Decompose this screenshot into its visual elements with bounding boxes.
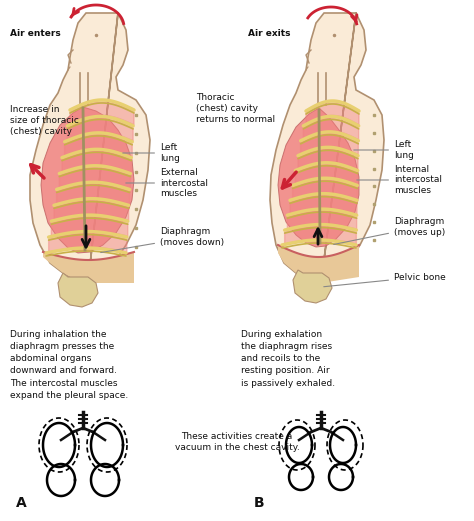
Polygon shape bbox=[292, 180, 357, 200]
Polygon shape bbox=[43, 252, 134, 283]
Text: A: A bbox=[16, 496, 27, 510]
Text: Left
lung: Left lung bbox=[123, 143, 180, 163]
Text: B: B bbox=[254, 496, 264, 510]
Text: Air exits: Air exits bbox=[248, 29, 291, 38]
Text: Diaphragm
(moves down): Diaphragm (moves down) bbox=[101, 227, 224, 253]
Polygon shape bbox=[298, 150, 358, 169]
Text: Thoracic
(chest) cavity
returns to normal: Thoracic (chest) cavity returns to norma… bbox=[196, 93, 275, 124]
Polygon shape bbox=[301, 134, 358, 155]
Polygon shape bbox=[285, 227, 356, 244]
Text: During exhalation
the diaphragm rises
and recoils to the
resting position. Air
i: During exhalation the diaphragm rises an… bbox=[241, 330, 335, 388]
Polygon shape bbox=[303, 118, 359, 140]
Polygon shape bbox=[49, 233, 127, 252]
Polygon shape bbox=[295, 165, 358, 184]
Polygon shape bbox=[64, 135, 132, 157]
Text: During inhalation the
diaphragm presses the
abdominal organs
downward and forwar: During inhalation the diaphragm presses … bbox=[10, 330, 128, 400]
Text: Left
lung: Left lung bbox=[354, 140, 414, 160]
Polygon shape bbox=[30, 13, 150, 283]
Text: Increase in
size of thoracic
(chest) cavity: Increase in size of thoracic (chest) cav… bbox=[10, 105, 79, 136]
Text: Air enters: Air enters bbox=[10, 29, 61, 38]
Polygon shape bbox=[67, 118, 133, 141]
Polygon shape bbox=[306, 103, 359, 125]
Polygon shape bbox=[278, 245, 359, 283]
Polygon shape bbox=[70, 102, 134, 125]
Polygon shape bbox=[51, 217, 128, 236]
Polygon shape bbox=[293, 270, 332, 303]
Text: These activities create a
vacuum in the chest cavity.: These activities create a vacuum in the … bbox=[174, 431, 300, 452]
Polygon shape bbox=[54, 201, 128, 220]
Text: Diaphragm
(moves up): Diaphragm (moves up) bbox=[334, 217, 445, 244]
Polygon shape bbox=[270, 13, 384, 283]
Text: Pelvic bone: Pelvic bone bbox=[324, 272, 446, 287]
Polygon shape bbox=[59, 168, 130, 189]
Polygon shape bbox=[278, 108, 359, 247]
Polygon shape bbox=[290, 196, 357, 214]
Polygon shape bbox=[287, 211, 356, 229]
Text: External
intercostal
muscles: External intercostal muscles bbox=[126, 168, 208, 198]
Text: Internal
intercostal
muscles: Internal intercostal muscles bbox=[357, 165, 442, 195]
Polygon shape bbox=[41, 107, 134, 253]
Polygon shape bbox=[58, 273, 98, 307]
Polygon shape bbox=[57, 184, 129, 204]
Polygon shape bbox=[62, 151, 131, 172]
